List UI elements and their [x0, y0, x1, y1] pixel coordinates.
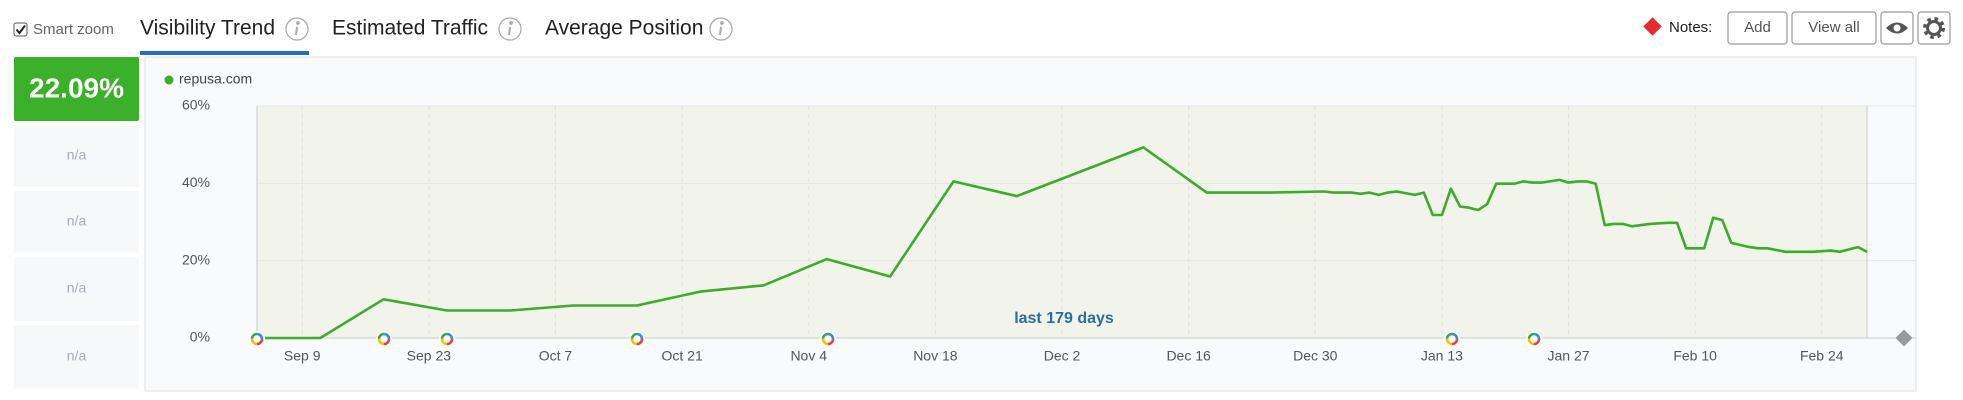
update-icon[interactable]: [249, 331, 265, 347]
notes-label: Notes:: [1669, 19, 1712, 36]
icon-arc: [821, 332, 835, 346]
series-line: [257, 146, 1868, 340]
chart: repusa.com 0% 20% 40% 60% Sep 9 Sep 23 Oct 7 Oc…: [164, 71, 1916, 364]
checkbox[interactable]: [13, 22, 28, 37]
x-tick-label: Feb 24: [1800, 348, 1844, 364]
sidebar-value: n/a: [67, 147, 87, 163]
x-tick-label: Nov 18: [913, 348, 958, 364]
icon-arc: [821, 332, 835, 346]
update-icon[interactable]: [439, 331, 455, 347]
smart-zoom-label[interactable]: Smart zoom: [33, 21, 114, 38]
icon-arc: [1527, 332, 1541, 346]
settings-button[interactable]: [1917, 11, 1951, 45]
tab[interactable]: Average Position: [545, 17, 703, 40]
icon-arc: [440, 332, 454, 346]
sidebar-value: n/a: [67, 280, 87, 296]
gear-icon: [1926, 20, 1942, 36]
x-tick-label: Jan 27: [1547, 348, 1589, 364]
x-tick-label: Feb 10: [1673, 348, 1717, 364]
legend-label: repusa.com: [179, 71, 252, 87]
y-tick-label: 0%: [190, 329, 210, 345]
annotation: last 179 days: [1014, 310, 1114, 327]
icon-arc: [440, 332, 454, 346]
icon-arc: [1445, 332, 1459, 346]
add-button-label[interactable]: Add: [1744, 19, 1771, 36]
x-tick-label: Dec 16: [1166, 348, 1211, 364]
update-icon[interactable]: [1526, 331, 1542, 347]
y-tick-label: 60%: [182, 97, 210, 113]
y-tick-label: 40%: [182, 174, 210, 190]
icon-arc: [630, 332, 644, 346]
x-tick-label: Nov 4: [790, 348, 827, 364]
x-tick-label: Dec 2: [1044, 348, 1081, 364]
icon-arc: [250, 332, 264, 346]
icon-arc: [821, 332, 835, 346]
check-mark: [15, 24, 26, 35]
info-icon[interactable]: [709, 17, 733, 41]
icon-arc: [250, 332, 264, 346]
sidebar-cell: [14, 257, 139, 321]
icon-arc: [377, 332, 391, 346]
score-box: [14, 57, 139, 121]
view-all-button-label[interactable]: View all: [1808, 19, 1859, 36]
sidebar-cell: [14, 325, 139, 389]
update-icon[interactable]: [820, 331, 836, 347]
eye-pupil: [1893, 24, 1901, 32]
tab[interactable]: Visibility Trend: [140, 17, 275, 40]
icon-arc: [630, 332, 644, 346]
x-tick-label: Sep 23: [407, 348, 452, 364]
smart-zoom[interactable]: Smart zoom: [13, 21, 114, 38]
y-tick-label: 20%: [182, 251, 210, 267]
sidebar-cell: [14, 125, 139, 187]
info-icons: [285, 17, 733, 41]
update-icon[interactable]: [376, 331, 392, 347]
icon-arc: [1445, 332, 1459, 346]
active-tab-underline: [140, 51, 309, 55]
update-icon[interactable]: [1444, 331, 1460, 347]
notes-marker: [1643, 17, 1662, 36]
view-all-button[interactable]: [1791, 11, 1877, 45]
sidebar-value: n/a: [67, 348, 87, 364]
icon-arc: [377, 332, 391, 346]
sidebar-cell: [14, 191, 139, 253]
tab[interactable]: Estimated Traffic: [332, 17, 488, 40]
x-tick-label: Oct 7: [539, 348, 573, 364]
sidebar-value: n/a: [67, 213, 87, 229]
info-icon[interactable]: [285, 17, 309, 41]
icon-arc: [1445, 332, 1459, 346]
score: 22.09%: [29, 72, 124, 103]
add-button[interactable]: [1727, 11, 1788, 45]
icon-arc: [377, 332, 391, 346]
legend-marker: [164, 75, 174, 85]
update-icon[interactable]: [629, 331, 645, 347]
info-icon[interactable]: [498, 17, 522, 41]
icon-arc: [440, 332, 454, 346]
gear-teeth: [1923, 17, 1945, 39]
x-tick-label: Jan 13: [1421, 348, 1463, 364]
x-tick-label: Oct 21: [661, 348, 702, 364]
icon-arc: [630, 332, 644, 346]
x-tick-label: Sep 9: [284, 348, 321, 364]
icon-arc: [1527, 332, 1541, 346]
x-tick-label: Dec 30: [1293, 348, 1338, 364]
icon-arc: [250, 332, 264, 346]
icon-arc: [1527, 332, 1541, 346]
